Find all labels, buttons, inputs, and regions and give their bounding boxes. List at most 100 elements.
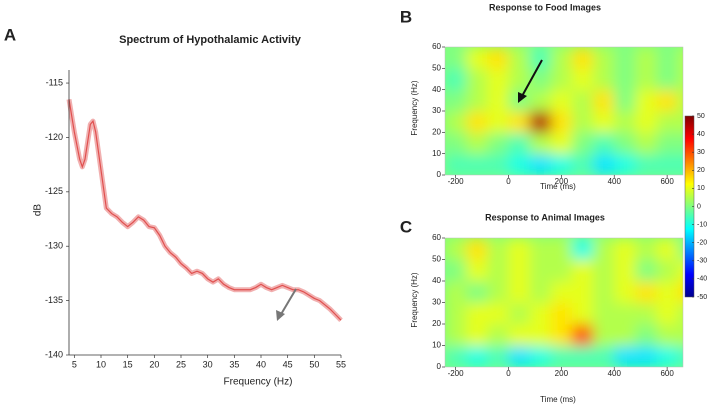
heat-cell [593, 89, 615, 112]
heat-cell [635, 89, 658, 112]
heat-cell [529, 345, 552, 367]
heat-cell [508, 281, 531, 303]
y-tick-label: 20 [432, 319, 441, 328]
heat-cell [614, 68, 636, 91]
heat-cell [656, 345, 679, 367]
heat-cell [677, 345, 683, 367]
heat-cell [445, 111, 467, 133]
spectrum-line [68, 99, 342, 321]
x-tick-label: 55 [336, 359, 346, 369]
heat-cell [445, 132, 467, 155]
heat-cell [635, 345, 658, 367]
heat-cell [677, 111, 683, 133]
heat-cell [487, 153, 509, 175]
x-tick-label: 200 [555, 369, 569, 378]
heat-cell [529, 238, 552, 260]
x-tick-label: 0 [506, 177, 511, 186]
heat-cell [656, 281, 679, 303]
heatmap [445, 238, 683, 367]
heat-cell [445, 89, 467, 112]
heat-cell [571, 89, 594, 112]
heat-cell [614, 238, 636, 260]
heat-cell [593, 302, 615, 325]
heat-cell [656, 153, 679, 175]
heat-cell [529, 153, 552, 175]
heat-cell [508, 47, 531, 69]
heat-cell [635, 132, 658, 155]
heatmap-cells [445, 238, 683, 367]
confidence-band [66, 98, 343, 322]
x-tick-label: 50 [309, 359, 319, 369]
heat-cell [466, 238, 488, 260]
x-tick-label: 25 [176, 359, 186, 369]
heat-cell [635, 153, 658, 175]
y-tick-label: 10 [432, 149, 441, 158]
heat-cell [445, 302, 467, 325]
panel-label: A [4, 25, 16, 44]
x-tick-label: 600 [660, 177, 674, 186]
heat-cell [593, 259, 615, 282]
heat-cell [677, 281, 683, 303]
heat-cell [550, 324, 573, 346]
heat-cell [593, 281, 615, 303]
y-tick-label: 10 [432, 341, 441, 350]
x-tick-label: 10 [96, 359, 106, 369]
heat-cell [466, 302, 488, 325]
chart-title: Spectrum of Hypothalamic Activity [119, 34, 302, 46]
heat-cell [487, 111, 509, 133]
arrowhead [276, 310, 285, 321]
heat-cell [677, 153, 683, 175]
y-tick-label: 30 [432, 106, 441, 115]
heat-cell [656, 47, 679, 69]
heat-cell [487, 259, 509, 282]
y-axis-label: dB [33, 204, 44, 217]
heat-cell [508, 302, 531, 325]
heat-cell [614, 89, 636, 112]
heat-cell [508, 132, 531, 155]
y-tick-label: -115 [46, 77, 63, 87]
y-tick-label: -140 [45, 349, 63, 359]
heat-cell [677, 238, 683, 260]
heat-cell [571, 153, 594, 175]
heat-cell [656, 111, 679, 133]
colorbar-label: 10 [697, 185, 705, 192]
heat-cell [550, 111, 573, 133]
y-tick-label: 20 [432, 127, 441, 136]
heat-cell [508, 111, 531, 133]
heat-cell [656, 302, 679, 325]
heat-cell [550, 259, 573, 282]
heat-cell [571, 259, 594, 282]
heat-cell [466, 259, 488, 282]
heat-cell [614, 153, 636, 175]
y-axis-label: Frequency (Hz) [410, 80, 419, 135]
heat-cell [508, 238, 531, 260]
y-axis-label: Frequency (Hz) [410, 272, 419, 327]
x-tick-label: -200 [448, 177, 465, 186]
x-tick-label: 15 [123, 359, 133, 369]
panel-label: B [400, 7, 412, 26]
heat-cell [571, 132, 594, 155]
colorbar-label: 30 [697, 149, 705, 156]
heat-cell [635, 302, 658, 325]
heat-cell [529, 68, 552, 91]
heat-cell [529, 259, 552, 282]
heat-cell [571, 238, 594, 260]
heat-cell [571, 302, 594, 325]
heat-cell [635, 324, 658, 346]
colorbar-label: -50 [697, 294, 707, 301]
colorbar-label: -10 [697, 221, 707, 228]
heatmap-cells [445, 47, 683, 175]
x-tick-label: -200 [448, 369, 465, 378]
x-tick-label: 30 [203, 359, 213, 369]
heat-cell [677, 68, 683, 91]
heat-cell [529, 324, 552, 346]
heat-cell [571, 111, 594, 133]
heat-cell [614, 302, 636, 325]
heat-cell [529, 132, 552, 155]
x-tick-label: 600 [660, 369, 674, 378]
y-tick-label: 50 [432, 63, 441, 72]
heat-cell [614, 324, 636, 346]
heat-cell [656, 324, 679, 346]
heat-cell [571, 47, 594, 69]
heat-cell [593, 68, 615, 91]
